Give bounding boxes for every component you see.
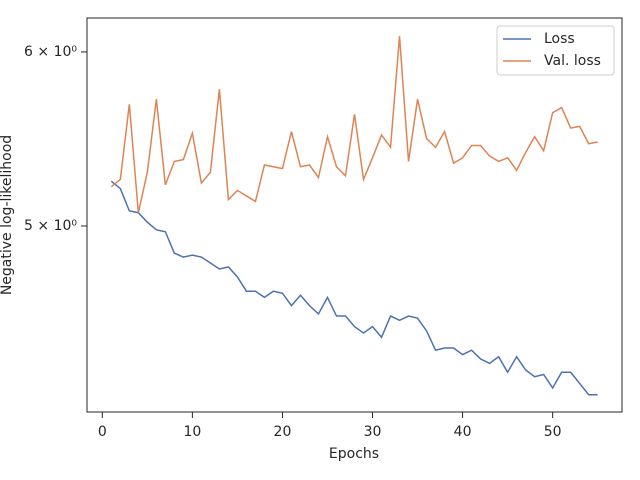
x-tick-label: 10 <box>183 424 201 440</box>
x-axis-label: Epochs <box>329 446 379 462</box>
line-series <box>110 180 598 396</box>
x-tick-label: 30 <box>364 424 382 440</box>
y-tick-label: 5 × 10⁰ <box>24 218 77 234</box>
line-series <box>110 36 598 213</box>
x-tick-label: 40 <box>454 424 472 440</box>
legend-label: Loss <box>544 31 575 47</box>
x-tick-label: 20 <box>274 424 292 440</box>
plot-frame <box>86 17 623 413</box>
y-axis-label: Negative log-likelihood <box>0 135 15 295</box>
x-tick-label: 50 <box>544 424 562 440</box>
legend-label: Val. loss <box>544 53 601 69</box>
y-tick-label: 6 × 10⁰ <box>24 44 77 60</box>
x-tick-label: 0 <box>98 424 107 440</box>
